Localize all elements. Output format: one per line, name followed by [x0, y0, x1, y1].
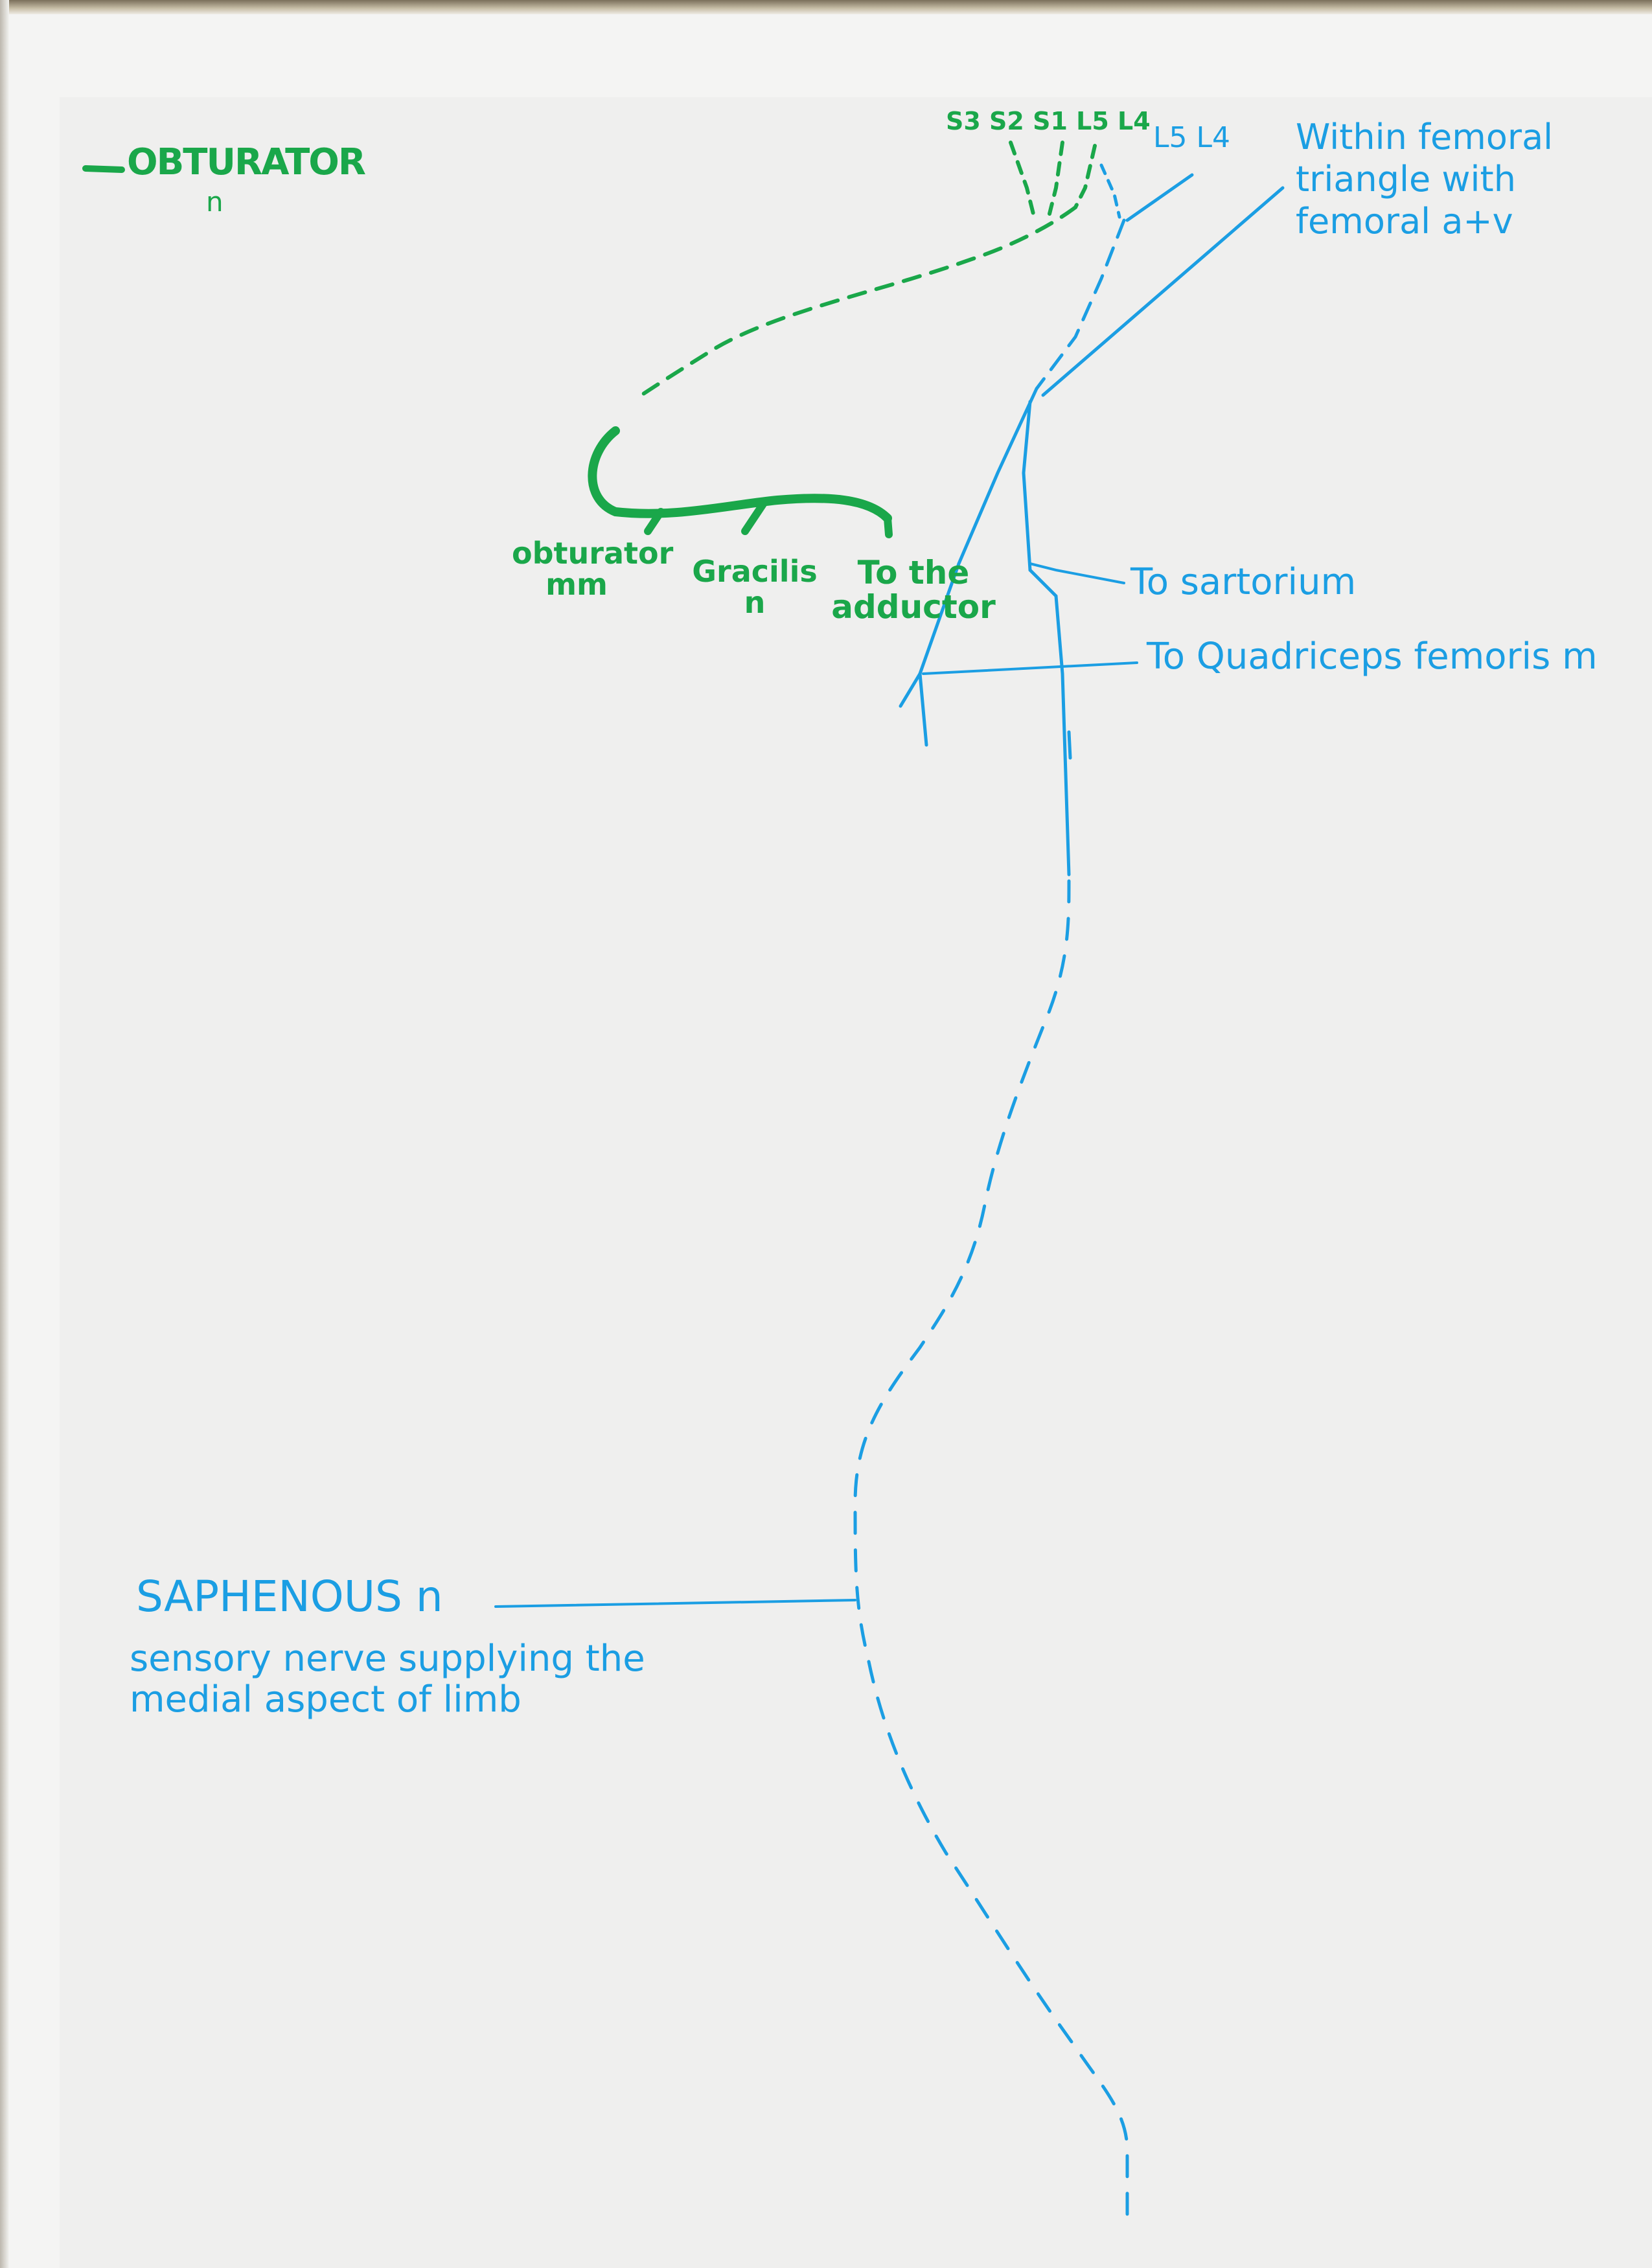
femoral-branch-medial: [1022, 400, 1071, 876]
obturator-nerve: [82, 141, 1097, 538]
saphenous-title: SAPHENOUS n: [136, 1572, 443, 1621]
sartorius-leader: [1029, 562, 1125, 584]
femoral-trunk: [1035, 218, 1126, 391]
paper-inner-sheet: [60, 97, 1652, 2268]
obturator-roots: S3 S2 S1 L5 L4: [946, 107, 1151, 135]
triangle-pointer: [1041, 186, 1285, 397]
femoral-branch-short: [918, 672, 928, 747]
obturator-trunk: [639, 205, 1077, 397]
obturator-branch-tip: [884, 514, 893, 538]
obturator-root-s3: S3: [946, 107, 981, 135]
obturator-title-dash: [82, 165, 125, 173]
obturator-branch-gracilis: [644, 508, 665, 535]
scan-left-edge: [0, 0, 9, 2268]
scan-top-edge: [0, 0, 1652, 14]
obturator-title: OBTURATOR: [127, 141, 366, 183]
femoral-branch-lateral: [899, 387, 1038, 708]
saphenous-leader: [494, 1599, 856, 1608]
label-to-sartorium: To sartorium: [1130, 561, 1357, 603]
obturator-root-s: [1009, 141, 1035, 216]
femoral-root-l5-label: L5: [1153, 121, 1187, 154]
label-to-the-adductor: To the adductor: [831, 554, 996, 626]
femoral-root-l4-label: L4: [1196, 121, 1231, 154]
femoral-nerve: [494, 163, 1285, 2217]
obturator-root-s1: S1: [1033, 107, 1068, 135]
obturator-root-l4: L4: [1118, 107, 1151, 135]
femoral-triangle-note: Within femoral triangle with femoral a+v: [1296, 117, 1554, 242]
label-obturator-mm: obturator mm: [512, 536, 674, 602]
obturator-root-m: [1048, 141, 1064, 216]
obturator-root-l5: L5: [1076, 107, 1109, 135]
label-gracilis: Gracilis n: [692, 554, 818, 621]
obturator-root-l: [1073, 144, 1097, 209]
obturator-branch-adductor: [741, 498, 768, 535]
femoral-branch-tip: [1067, 730, 1072, 760]
obturator-root-s2: S2: [989, 107, 1024, 135]
label-to-quadriceps: To Quadriceps femoris m: [1147, 636, 1598, 678]
femoral-root-l4: [1125, 173, 1194, 222]
saphenous-course: [853, 879, 1129, 2217]
quadriceps-leader: [922, 661, 1138, 675]
obturator-title-suffix: n: [206, 186, 224, 218]
saphenous-description: sensory nerve supplying the medial aspec…: [130, 1638, 645, 1721]
obturator-hook: [588, 426, 892, 523]
femoral-root-l5: [1099, 163, 1121, 219]
femoral-roots: L5 L4: [1153, 121, 1231, 154]
